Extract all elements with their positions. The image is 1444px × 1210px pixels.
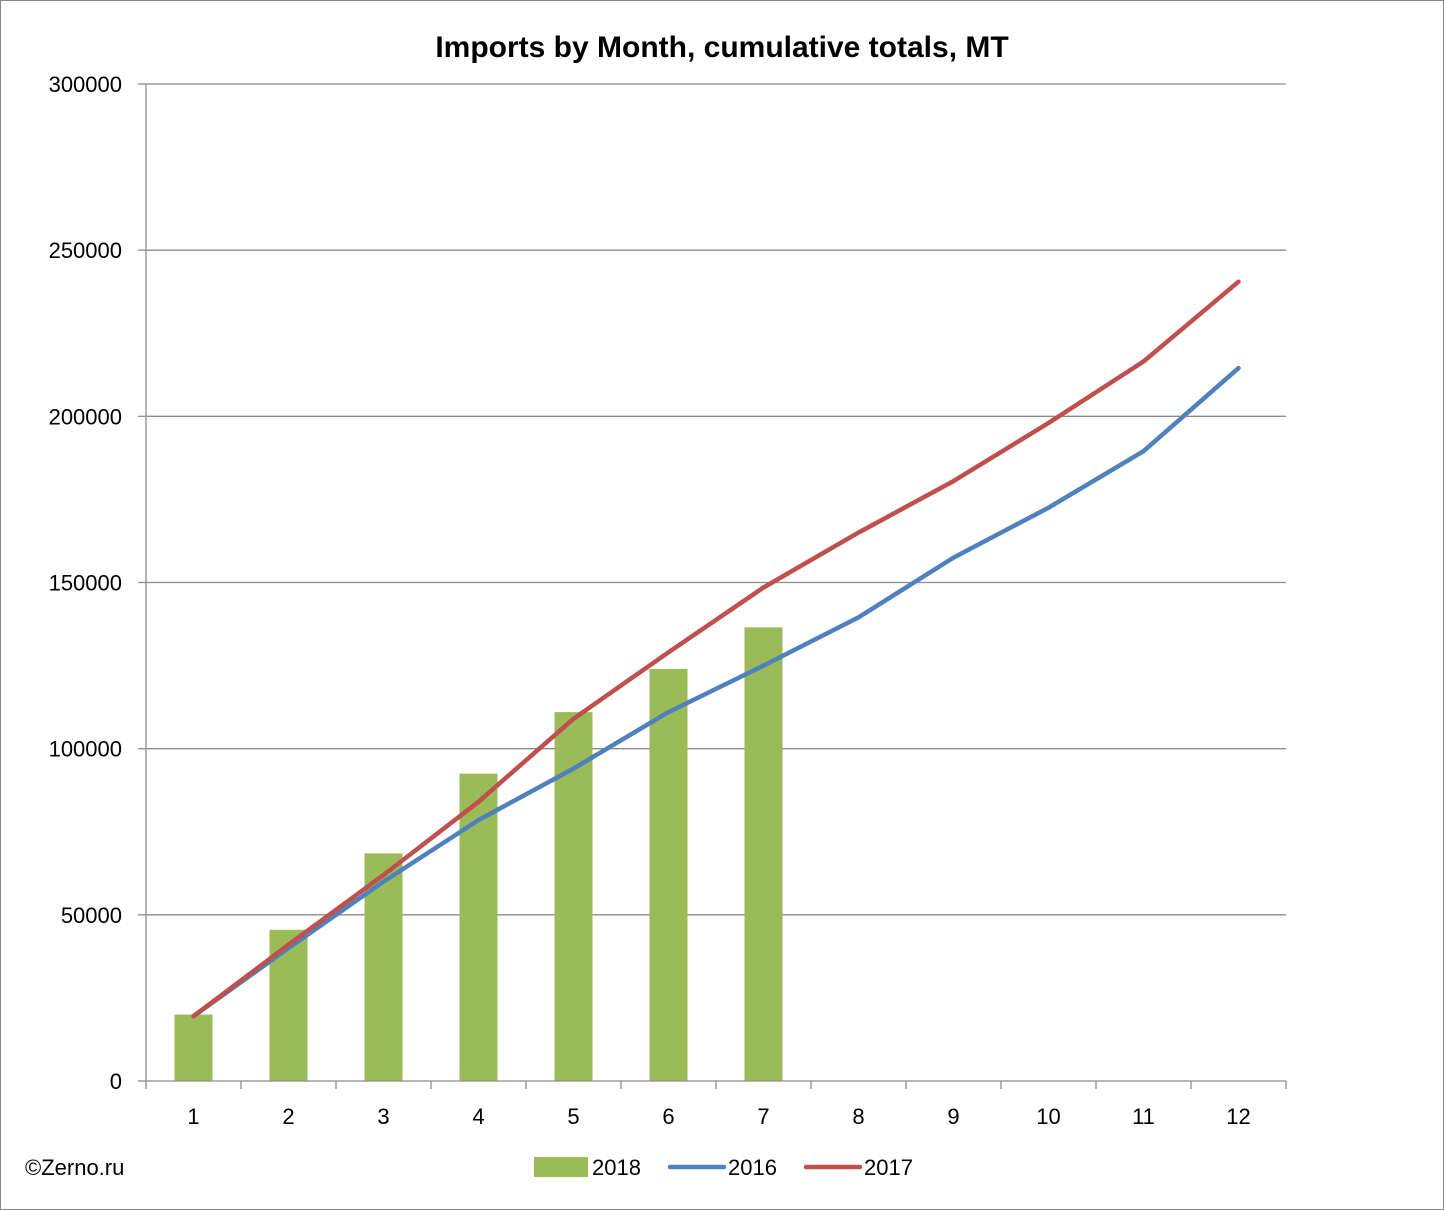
line-series-2016 [191, 365, 1241, 1019]
bar-2018-1 [174, 1014, 213, 1081]
x-tick-label: 5 [567, 1104, 579, 1129]
y-tick-label: 200000 [49, 404, 122, 429]
y-tick-label: 50000 [61, 903, 122, 928]
x-tick-label: 1 [187, 1104, 199, 1129]
x-tick-label: 6 [662, 1104, 674, 1129]
y-tick-label: 0 [110, 1069, 122, 1094]
x-tick-label: 9 [947, 1104, 959, 1129]
x-tick-label: 12 [1226, 1104, 1250, 1129]
y-tick-label: 100000 [49, 737, 122, 762]
y-tick-label: 250000 [49, 238, 122, 263]
legend-label-2016: 2016 [728, 1155, 777, 1180]
x-tick-label: 7 [757, 1104, 769, 1129]
gridlines [146, 83, 1286, 916]
chart-title: Imports by Month, cumulative totals, MT [435, 31, 1008, 64]
x-tick-label: 2 [282, 1104, 294, 1129]
x-tick-label: 8 [852, 1104, 864, 1129]
y-tick-label: 150000 [49, 571, 122, 596]
legend-label-2018: 2018 [592, 1155, 641, 1180]
legend: 2018 2016 2017 [534, 1155, 913, 1180]
x-tick-label: 11 [1132, 1104, 1155, 1129]
x-tick-label: 3 [377, 1104, 389, 1129]
line-series [191, 279, 1241, 1019]
line-series-2017 [191, 279, 1241, 1019]
bar-series [174, 627, 783, 1081]
x-tick-label: 10 [1036, 1104, 1060, 1129]
legend-swatch-2018 [534, 1157, 588, 1177]
x-tick-label: 4 [472, 1104, 484, 1129]
credit-label: ©Zerno.ru [25, 1155, 124, 1180]
legend-label-2017: 2017 [864, 1155, 913, 1180]
y-tick-label: 300000 [49, 72, 122, 97]
bar-2018-6 [649, 668, 688, 1081]
bar-2018-4 [459, 773, 498, 1081]
bar-2018-7 [744, 627, 783, 1081]
